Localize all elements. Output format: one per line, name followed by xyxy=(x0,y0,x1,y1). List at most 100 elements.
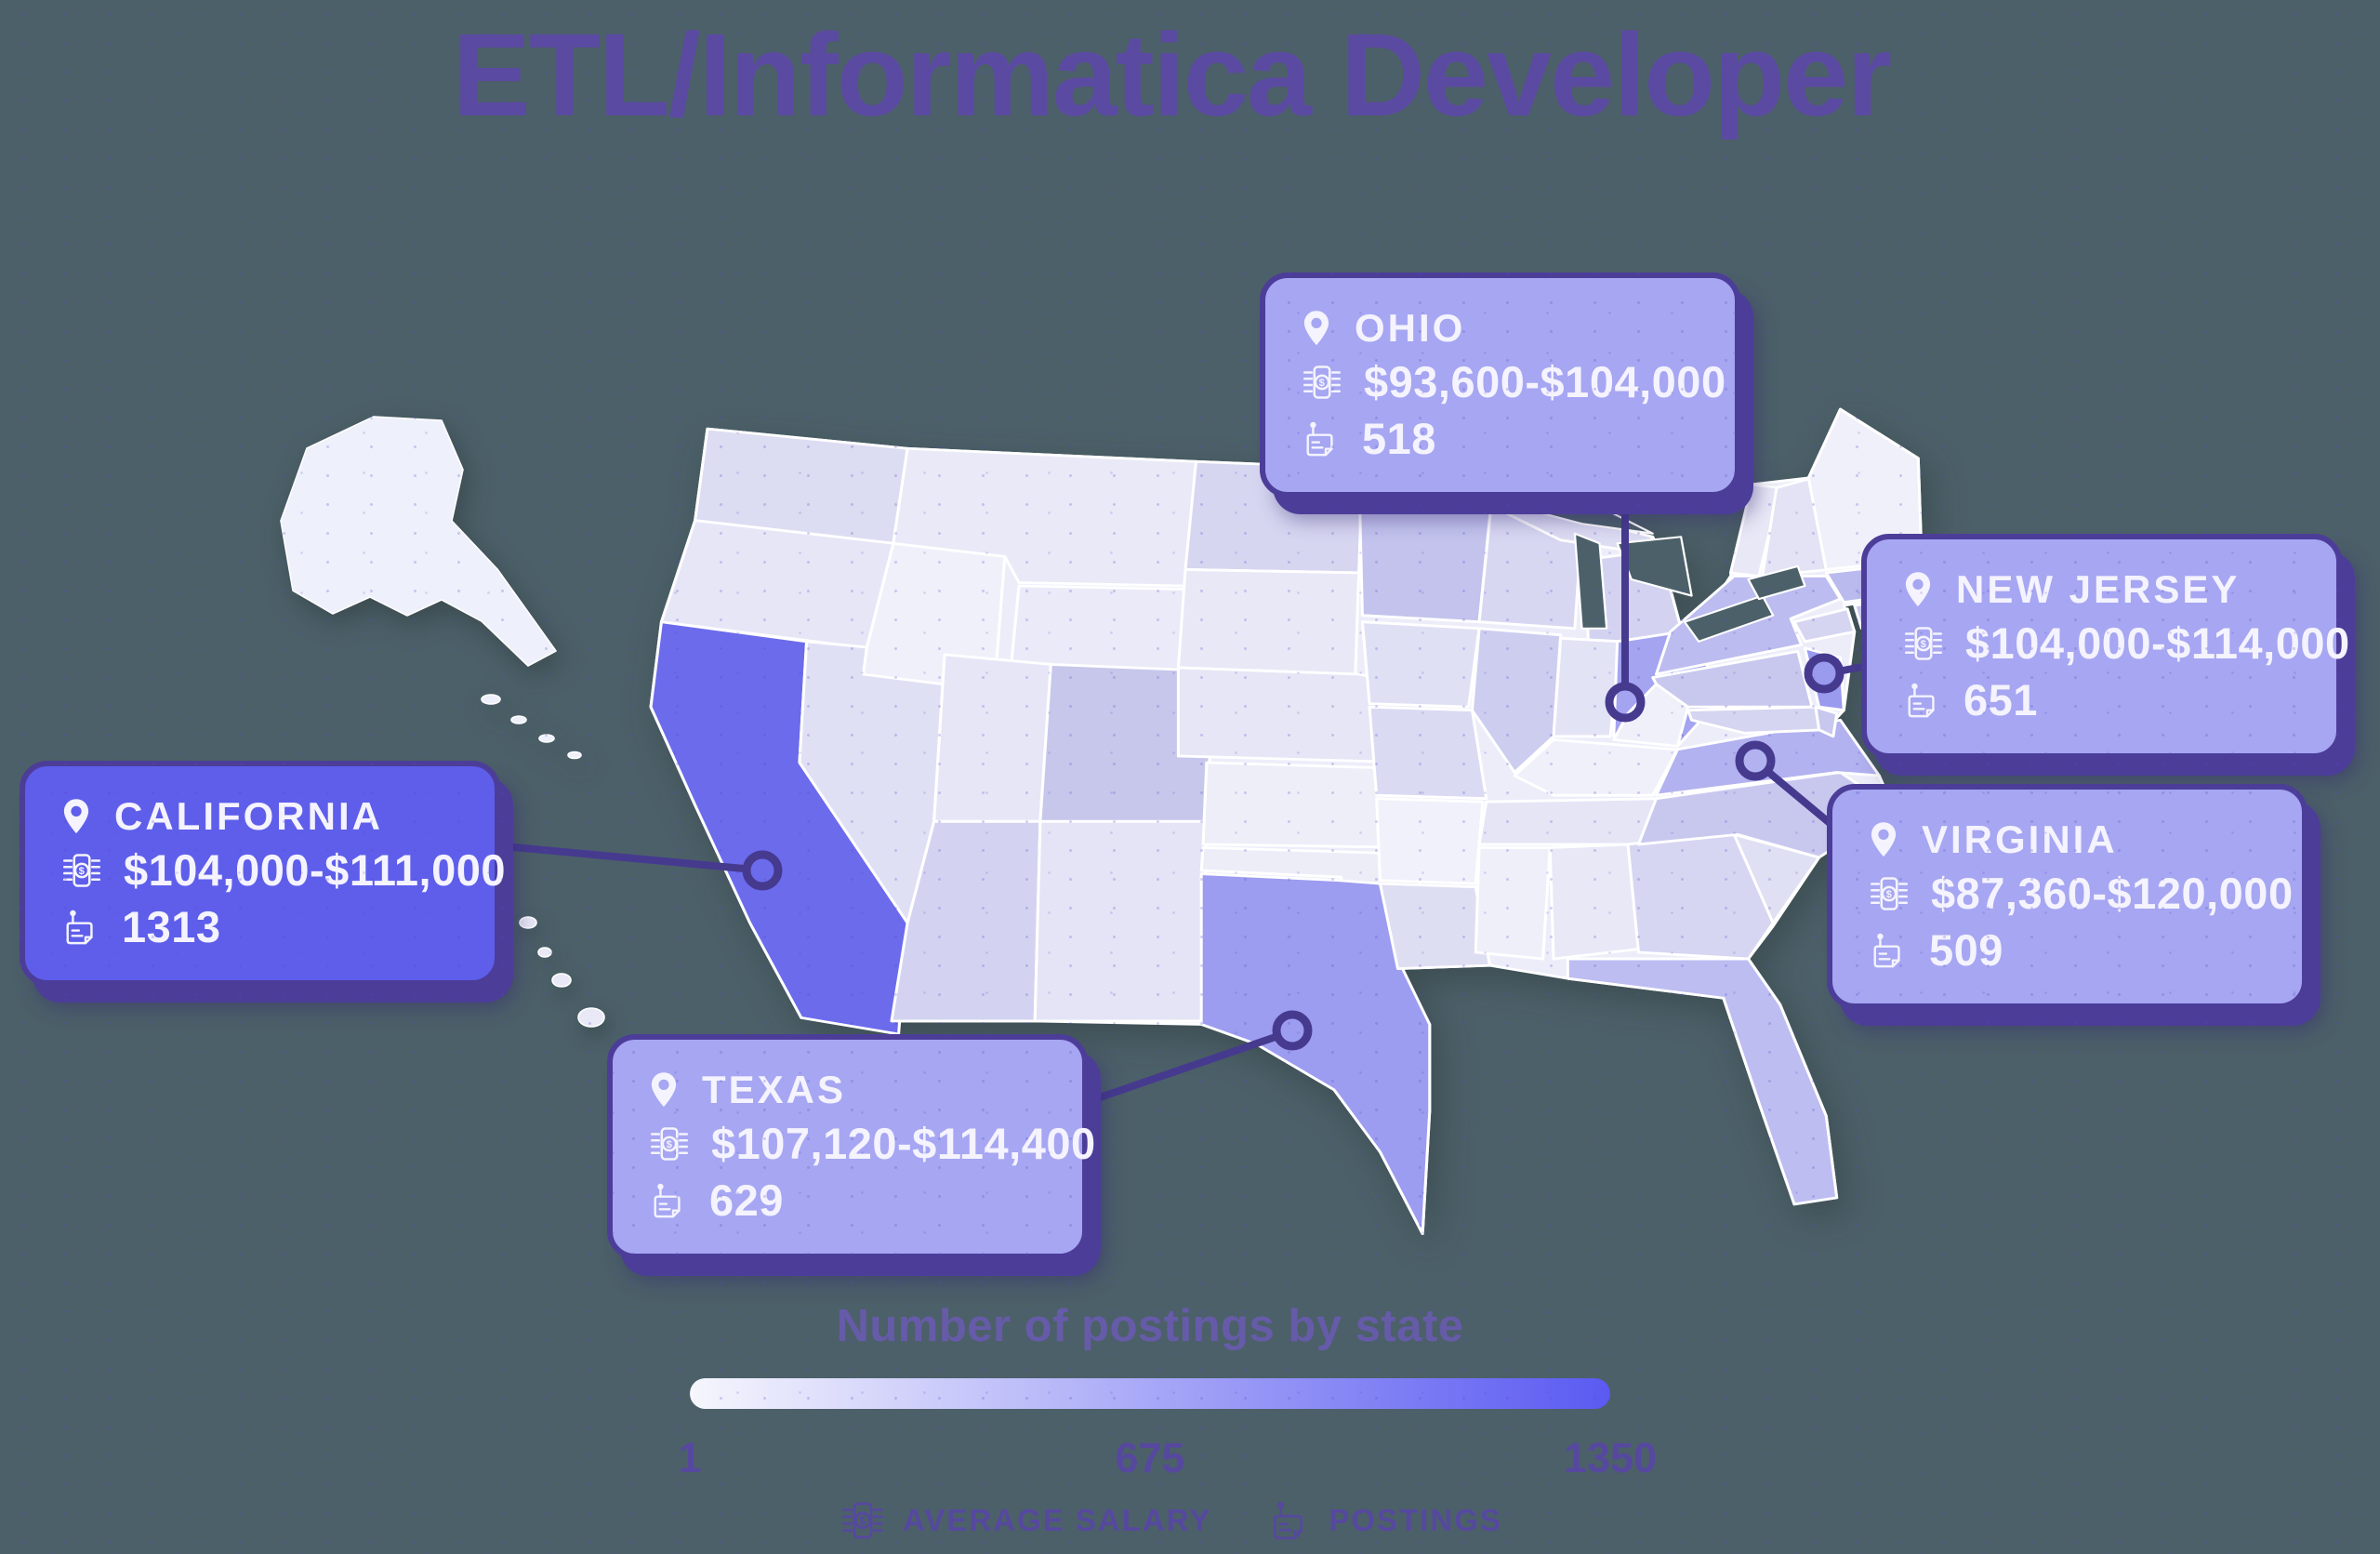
hawaii-island xyxy=(551,973,572,988)
callout-postings-row: 1313 xyxy=(62,901,457,952)
legend-key-label: POSTINGS xyxy=(1329,1503,1502,1537)
callout-postings-row: 518 xyxy=(1302,413,1698,464)
callout-salary-row: $93,600-$104,000 xyxy=(1302,356,1726,407)
callout-salary-range: $93,600-$104,000 xyxy=(1364,357,1726,406)
callout-salary-row: $107,120-$114,400 xyxy=(650,1118,1095,1169)
alaska-island xyxy=(567,750,582,760)
state-iowa xyxy=(1360,620,1481,709)
hawaii-island xyxy=(577,1007,605,1028)
state-arizona xyxy=(890,819,1042,1023)
state-mississippi xyxy=(1474,846,1552,961)
callout-state-name: VIRGINIA xyxy=(1922,817,2118,861)
callout-card-california: CALIFORNIA $104,000-$111,000 1313 xyxy=(20,761,506,986)
callout-state-name: NEW JERSEY xyxy=(1956,567,2241,611)
callout-title-row: VIRGINIA xyxy=(1870,817,2265,862)
callout-card-virginia: VIRGINIA $87,360-$120,000 509 xyxy=(1827,784,2307,1009)
postings-icon xyxy=(62,909,99,946)
state-kentucky xyxy=(1513,737,1679,797)
state-florida xyxy=(1566,957,1839,1206)
legend-key-label: AVERAGE SALARY xyxy=(903,1503,1212,1537)
legend-min-label: 1 xyxy=(678,1434,702,1481)
state-new-york xyxy=(1654,575,1843,676)
callout-salary-range: $87,360-$120,000 xyxy=(1931,869,2294,918)
legend-gradient-bar xyxy=(690,1378,1610,1409)
salary-icon xyxy=(841,1499,884,1542)
alaska-island xyxy=(538,734,555,743)
location-pin-icon xyxy=(1870,821,1897,858)
connector-california xyxy=(480,841,747,872)
state-new-mexico xyxy=(1033,819,1209,1023)
legend-mid-label: 675 xyxy=(1115,1434,1185,1481)
connector-ring-virginia xyxy=(1735,740,1776,781)
state-pennsylvania xyxy=(1651,649,1814,709)
callout-postings-count: 1313 xyxy=(122,902,221,951)
connector-ring-california xyxy=(742,850,783,891)
legend-key-average-salary: AVERAGE SALARY xyxy=(841,1499,1211,1542)
callout-postings-row: 629 xyxy=(650,1175,1045,1226)
legend-title: Number of postings by state xyxy=(836,1301,1464,1351)
hawaii-island xyxy=(537,947,552,958)
alaska-region xyxy=(280,416,582,760)
salary-icon xyxy=(1904,624,1943,663)
postings-icon xyxy=(1870,932,1907,969)
callout-postings-row: 651 xyxy=(1904,674,2299,725)
connector-texas xyxy=(1075,1033,1279,1109)
connector-ring-ohio xyxy=(1605,682,1646,723)
alaska-island xyxy=(510,715,527,724)
callout-salary-row: $87,360-$120,000 xyxy=(1870,868,2293,919)
state-illinois xyxy=(1470,627,1563,774)
postings-icon xyxy=(1269,1500,1310,1541)
hawaii-island xyxy=(519,916,537,929)
callout-salary-row: $104,000-$111,000 xyxy=(62,844,506,896)
location-pin-icon xyxy=(1904,571,1932,608)
salary-icon xyxy=(1302,363,1342,402)
callout-card-texas: TEXAS $107,120-$114,400 629 xyxy=(607,1034,1095,1259)
callout-postings-count: 518 xyxy=(1362,414,1436,463)
state-arkansas xyxy=(1375,797,1485,885)
callout-title-row: NEW JERSEY xyxy=(1904,567,2299,612)
postings-icon xyxy=(1904,682,1941,719)
state-louisiana xyxy=(1378,882,1492,971)
callout-state-name: TEXAS xyxy=(702,1068,847,1111)
hawaii-region xyxy=(519,916,605,1028)
state-missouri xyxy=(1368,705,1488,801)
lake-michigan xyxy=(1573,532,1608,630)
callout-state-name: CALIFORNIA xyxy=(114,794,383,838)
callout-postings-row: 509 xyxy=(1870,924,2265,976)
callout-salary-range: $107,120-$114,400 xyxy=(711,1119,1096,1168)
postings-icon xyxy=(1302,420,1340,458)
callout-postings-count: 651 xyxy=(1964,675,2038,724)
callout-card-ohio: OHIO $93,600-$104,000 518 xyxy=(1260,272,1740,498)
state-alaska xyxy=(280,416,557,667)
callout-postings-count: 629 xyxy=(709,1175,784,1225)
state-tennessee xyxy=(1477,797,1661,846)
state-south-dakota xyxy=(1176,568,1361,676)
callout-title-row: TEXAS xyxy=(650,1068,1045,1112)
callout-title-row: OHIO xyxy=(1302,306,1698,351)
connector-ring-new-jersey xyxy=(1804,653,1844,694)
callout-salary-range: $104,000-$111,000 xyxy=(124,845,507,895)
legend-key: AVERAGE SALARY POSTINGS xyxy=(841,1499,1502,1542)
callout-salary-range: $104,000-$114,000 xyxy=(1965,618,2350,668)
alaska-island xyxy=(481,694,501,705)
state-alabama xyxy=(1548,843,1640,961)
legend-key-postings: POSTINGS xyxy=(1269,1500,1502,1541)
state-delaware xyxy=(1814,705,1839,738)
callout-state-name: OHIO xyxy=(1355,306,1466,350)
lake-erie xyxy=(1683,594,1775,643)
salary-icon xyxy=(62,851,101,890)
callout-title-row: CALIFORNIA xyxy=(62,794,457,839)
location-pin-icon xyxy=(650,1071,678,1109)
state-utah xyxy=(932,653,1052,823)
lake-ontario xyxy=(1747,564,1806,601)
salary-icon xyxy=(1870,874,1909,913)
postings-icon xyxy=(650,1182,687,1219)
state-texas xyxy=(1199,872,1432,1235)
callout-postings-count: 509 xyxy=(1929,925,2003,975)
state-maryland xyxy=(1686,705,1824,735)
location-pin-icon xyxy=(62,798,90,835)
callout-salary-row: $104,000-$114,000 xyxy=(1904,618,2349,669)
callout-card-new-jersey: NEW JERSEY $104,000-$114,000 651 xyxy=(1861,534,2349,759)
state-indiana xyxy=(1552,636,1622,738)
